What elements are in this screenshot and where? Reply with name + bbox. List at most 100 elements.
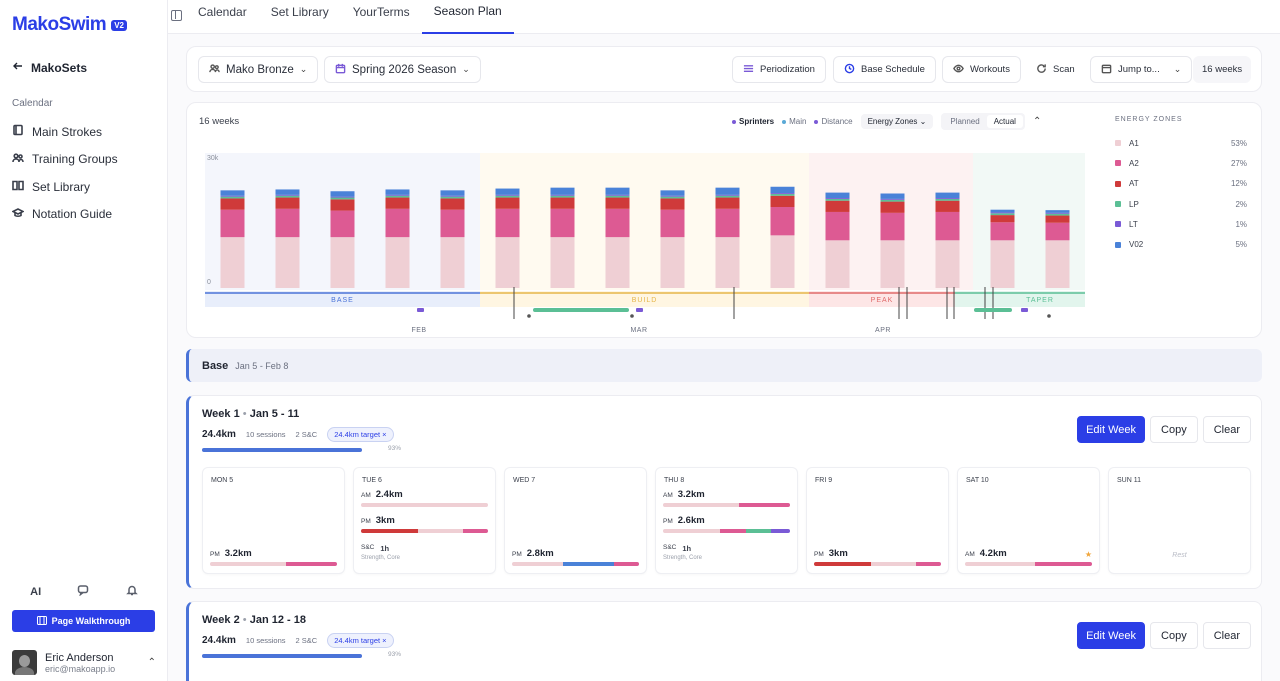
session-entry[interactable]: AM 4.2km <box>965 548 1092 566</box>
session-zone-bar <box>210 562 337 566</box>
ai-button[interactable]: AI <box>30 585 42 598</box>
clock-icon <box>844 63 855 77</box>
group-select[interactable]: Mako Bronze ⌄ <box>198 56 319 83</box>
bell-icon[interactable] <box>126 584 138 599</box>
workouts-button[interactable]: Workouts <box>942 56 1021 83</box>
session-entry[interactable]: PM 3km <box>814 548 941 566</box>
zone-row-a1: A1 53% <box>1115 133 1247 153</box>
bar-segment-lt <box>440 195 465 197</box>
bar-segment-lp <box>1045 213 1070 216</box>
bar-segment-a2 <box>880 212 905 241</box>
sc-label: S&C <box>663 544 677 551</box>
day-card[interactable]: WED 7 PM 2.8km <box>504 467 647 574</box>
sidebar-toggle-icon[interactable] <box>171 10 182 21</box>
target-chip[interactable]: 24.4km target × <box>327 427 394 442</box>
main-content: Calendar Set Library YourTerms Season Pl… <box>168 0 1280 681</box>
day-card[interactable]: TUE 6 AM 2.4km PM 3km S&C 1h Strength, Core <box>353 467 496 574</box>
legend-distance[interactable]: Distance <box>814 117 853 126</box>
zone-row-at: AT 12% <box>1115 174 1247 194</box>
tab-season-plan[interactable]: Season Plan <box>421 0 514 34</box>
day-card[interactable]: SUN 11 Rest <box>1108 467 1251 574</box>
tab-set-library[interactable]: Set Library <box>270 5 329 19</box>
session-entry[interactable]: AM 3.2km <box>663 489 790 507</box>
week-card-2: Week 2 • Jan 12 - 18 24.4km 10 sessions … <box>186 601 1262 681</box>
sidebar-item-notation-guide[interactable]: Notation Guide <box>11 201 156 229</box>
session-entry[interactable]: PM 3km <box>361 515 488 533</box>
season-select[interactable]: Spring 2026 Season ⌄ <box>324 56 481 83</box>
zone-segment <box>720 529 746 533</box>
legend-sprinters[interactable]: Sprinters <box>732 117 774 126</box>
clear-week-button[interactable]: Clear <box>1202 416 1251 443</box>
bar-segment-a2 <box>825 211 850 241</box>
day-card[interactable]: SAT 10 AM 4.2km ★ <box>957 467 1100 574</box>
periodization-button[interactable]: Periodization <box>732 56 826 83</box>
scan-button[interactable]: Scan <box>1025 56 1086 83</box>
day-card[interactable]: FRI 9 PM 3km <box>806 467 949 574</box>
bar-segment-v02 <box>550 187 575 195</box>
sidebar-item-set-library[interactable]: Set Library <box>12 173 156 201</box>
bar-segment-a1 <box>990 240 1015 288</box>
y-tick-label: 0 <box>207 279 211 286</box>
chevron-up-icon[interactable]: ⌃ <box>1032 116 1042 127</box>
sc-entry[interactable]: S&C 1h Strength, Core <box>663 544 790 561</box>
actual-option[interactable]: Actual <box>986 115 1023 128</box>
workouts-label: Workouts <box>970 64 1010 75</box>
legend-main[interactable]: Main <box>782 117 806 126</box>
sidebar-item-main-strokes[interactable]: Main Strokes <box>12 118 156 146</box>
chat-icon[interactable] <box>77 584 89 599</box>
close-icon[interactable]: × <box>382 430 387 439</box>
sc-duration: 1h <box>682 544 692 553</box>
brand-logo[interactable]: MakoSwim V2 <box>12 14 127 36</box>
session-entry[interactable]: PM 2.8km <box>512 548 639 566</box>
walkthrough-label: Page Walkthrough <box>51 616 131 626</box>
bar-segment-lp <box>935 198 960 201</box>
star-icon[interactable]: ★ <box>1084 550 1092 559</box>
planned-option[interactable]: Planned <box>950 117 980 126</box>
copy-week-button[interactable]: Copy <box>1150 416 1198 443</box>
zone-segment <box>915 562 941 566</box>
week-card-1: Week 1 • Jan 5 - 11 24.4km 10 sessions 2… <box>186 395 1262 589</box>
week-meta: 24.4km 10 sessions 2 S&C 24.4km target × <box>202 427 394 442</box>
zone-segment <box>210 562 287 566</box>
session-zone-bar <box>663 503 790 507</box>
edit-week-button[interactable]: Edit Week <box>1077 416 1146 443</box>
session-entry[interactable]: AM 2.4km <box>361 489 488 507</box>
user-menu[interactable]: Eric Anderson eric@makoapp.io ⌃ <box>12 650 156 675</box>
bar-segment-lt <box>495 194 520 196</box>
base-schedule-button[interactable]: Base Schedule <box>833 56 936 83</box>
day-card[interactable]: MON 5 PM 3.2km <box>202 467 345 574</box>
graduation-icon <box>11 207 25 222</box>
bar-segment-at <box>275 197 300 209</box>
target-chip[interactable]: 24.4km target × <box>327 633 394 648</box>
zone-segment <box>814 562 872 566</box>
back-to-makosets[interactable]: MakoSets <box>12 60 87 75</box>
legend-dot <box>732 119 736 124</box>
sc-entry[interactable]: S&C 1h Strength, Core <box>361 544 488 561</box>
tab-yourterms[interactable]: YourTerms <box>352 5 410 19</box>
session-header: AM 2.4km <box>361 489 488 500</box>
session-entry[interactable]: PM 2.6km <box>663 515 790 533</box>
jump-to-select[interactable]: Jump to... ⌄ <box>1090 56 1193 83</box>
sidebar-item-training-groups[interactable]: Training Groups <box>12 146 156 174</box>
clear-week-button[interactable]: Clear <box>1202 622 1251 649</box>
day-card[interactable]: THU 8 AM 3.2km PM 2.6km S&C 1h Strength, Core <box>655 467 798 574</box>
chevron-down-icon: ⌄ <box>1173 64 1182 74</box>
brand-name: MakoSwim <box>12 14 107 35</box>
copy-week-button[interactable]: Copy <box>1150 622 1198 649</box>
energy-zones-select[interactable]: Energy Zones ⌄ <box>860 114 934 129</box>
close-icon[interactable]: × <box>382 636 387 645</box>
bar-segment-v02 <box>440 190 465 196</box>
week-meta: 24.4km 10 sessions 2 S&C 24.4km target × <box>202 633 394 648</box>
edit-week-button[interactable]: Edit Week <box>1077 622 1146 649</box>
session-entry[interactable]: PM 3.2km <box>210 548 337 566</box>
sidebar: MakoSwim V2 MakoSets Calendar Main Strok… <box>0 0 168 681</box>
page-walkthrough-button[interactable]: Page Walkthrough <box>12 610 155 632</box>
phase-header-base[interactable]: Base Jan 5 - Feb 8 <box>186 349 1262 382</box>
bar-segment-lp <box>715 195 740 198</box>
phase-dates: Jan 5 - Feb 8 <box>235 360 289 371</box>
week-number: Week 2 <box>202 614 240 626</box>
sidebar-item-label: Training Groups <box>32 152 118 167</box>
user-name: Eric Anderson <box>45 651 114 664</box>
tab-calendar[interactable]: Calendar <box>198 5 247 19</box>
week-title: Week 2 • Jan 12 - 18 <box>202 614 306 626</box>
